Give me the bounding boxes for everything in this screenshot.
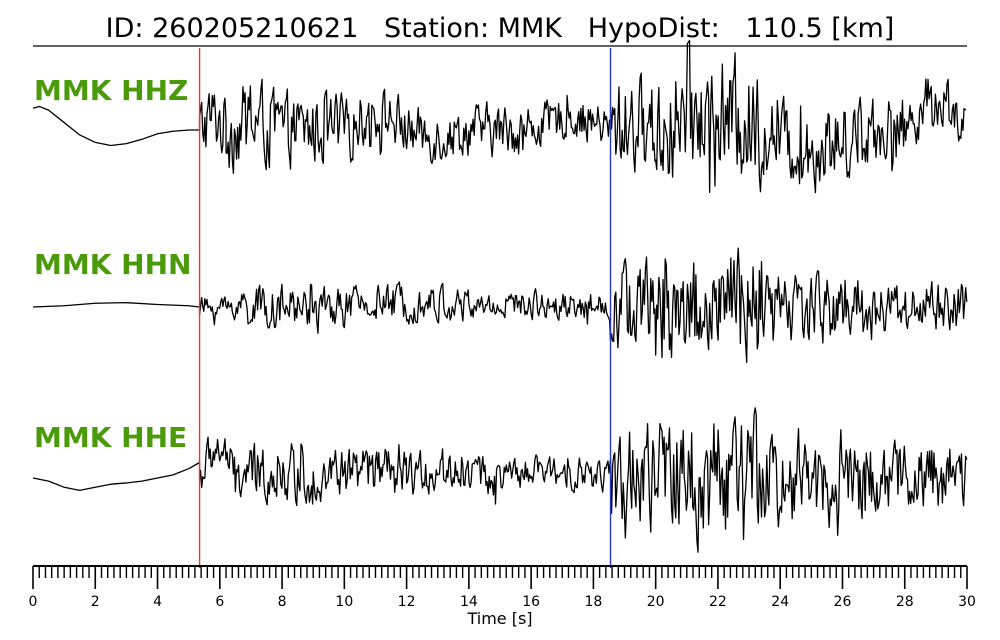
x-axis-label: Time [s] <box>466 609 532 628</box>
channel-label-mmk-hhn: MMK HHN <box>34 248 191 281</box>
x-tick-label: 26 <box>834 594 852 610</box>
traces <box>32 39 968 553</box>
channel-label-mmk-hhz: MMK HHZ <box>34 74 188 107</box>
x-tick-label: 6 <box>215 594 224 610</box>
x-tick-label: 22 <box>709 594 727 610</box>
x-tick-label: 4 <box>153 594 162 610</box>
x-axis: 0 2 4 6 8 10 12 14 16 18 20 22 24 26 28 30 <box>29 565 976 610</box>
channel-labels: MMK HHZ MMK HHN MMK HHE <box>34 74 191 454</box>
x-tick-label: 14 <box>460 594 478 610</box>
x-tick-label: 12 <box>398 594 416 610</box>
x-tick-label: 8 <box>278 594 287 610</box>
x-tick-label: 10 <box>335 594 353 610</box>
x-tick-label: 16 <box>522 594 540 610</box>
x-tick-label: 20 <box>647 594 665 610</box>
trace-mmk-hhz <box>32 39 967 194</box>
channel-label-mmk-hhe: MMK HHE <box>34 421 187 454</box>
chart-title: ID: 260205210621 Station: MMK HypoDist: … <box>106 13 895 44</box>
trace-mmk-hhe <box>32 407 968 553</box>
x-tick-label: 18 <box>584 594 602 610</box>
x-tick-label: 0 <box>29 594 38 610</box>
x-tick-label: 2 <box>91 594 100 610</box>
phase-picks <box>198 48 612 568</box>
x-tick-label: 24 <box>771 594 789 610</box>
trace-mmk-hhn <box>32 247 968 364</box>
x-tick-label: 28 <box>896 594 914 610</box>
x-tick-label: 30 <box>958 594 976 610</box>
